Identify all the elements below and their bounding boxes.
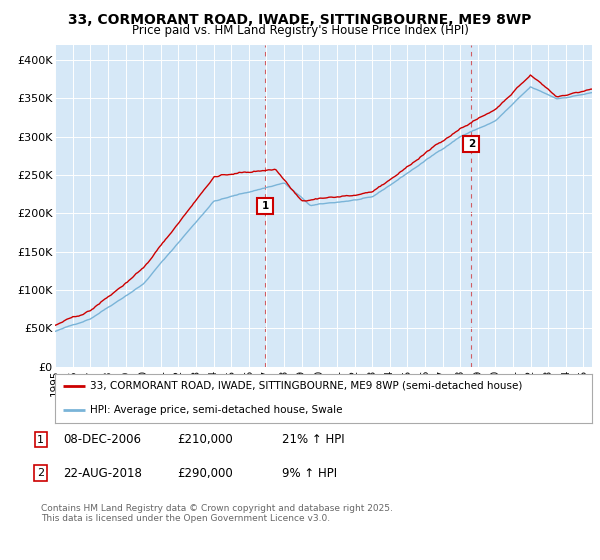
Text: 21% ↑ HPI: 21% ↑ HPI bbox=[282, 433, 344, 446]
Text: 1: 1 bbox=[262, 201, 269, 211]
Text: 2: 2 bbox=[37, 468, 44, 478]
Text: Contains HM Land Registry data © Crown copyright and database right 2025.
This d: Contains HM Land Registry data © Crown c… bbox=[41, 504, 392, 524]
Text: Price paid vs. HM Land Registry's House Price Index (HPI): Price paid vs. HM Land Registry's House … bbox=[131, 24, 469, 36]
Text: 2: 2 bbox=[468, 139, 475, 150]
Text: £210,000: £210,000 bbox=[177, 433, 233, 446]
Text: £290,000: £290,000 bbox=[177, 466, 233, 480]
Text: 33, CORMORANT ROAD, IWADE, SITTINGBOURNE, ME9 8WP: 33, CORMORANT ROAD, IWADE, SITTINGBOURNE… bbox=[68, 13, 532, 27]
Text: 33, CORMORANT ROAD, IWADE, SITTINGBOURNE, ME9 8WP (semi-detached house): 33, CORMORANT ROAD, IWADE, SITTINGBOURNE… bbox=[90, 381, 523, 391]
Text: HPI: Average price, semi-detached house, Swale: HPI: Average price, semi-detached house,… bbox=[90, 405, 343, 416]
Text: 9% ↑ HPI: 9% ↑ HPI bbox=[282, 466, 337, 480]
Text: 08-DEC-2006: 08-DEC-2006 bbox=[63, 433, 141, 446]
Text: 1: 1 bbox=[37, 435, 44, 445]
Text: 22-AUG-2018: 22-AUG-2018 bbox=[63, 466, 142, 480]
